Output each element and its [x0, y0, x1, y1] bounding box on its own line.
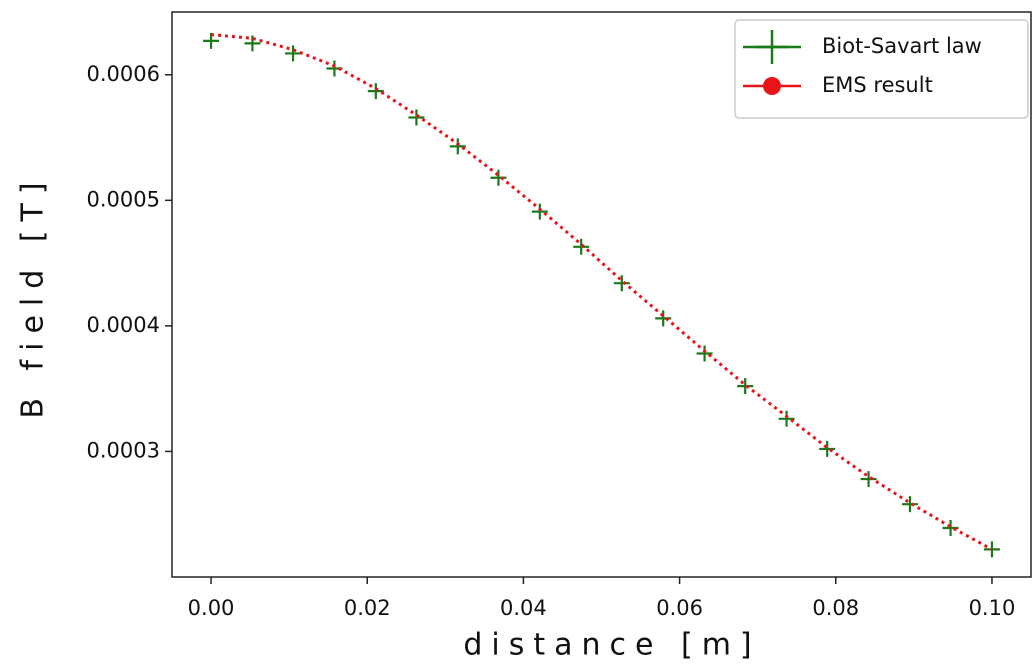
x-tick-label: 0.06: [656, 596, 703, 620]
x-tick-label: 0.02: [344, 596, 391, 620]
data-point: [367, 83, 384, 100]
data-point: [819, 440, 836, 457]
y-tick-label: 0.0006: [87, 62, 160, 86]
x-tick-label: 0.00: [188, 596, 235, 620]
data-point: [490, 169, 507, 186]
data-point: [901, 496, 918, 513]
plot-frame: [171, 11, 1032, 578]
data-point: [613, 275, 630, 292]
legend-label: EMS result: [822, 73, 933, 97]
x-tick-label: 0.04: [500, 596, 547, 620]
y-tick-label: 0.0004: [87, 313, 160, 337]
data-point: [285, 45, 302, 62]
legend-label: Biot-Savart law: [822, 34, 982, 58]
data-point: [449, 138, 466, 155]
data-point: [408, 109, 425, 126]
y-tick-label: 0.0003: [87, 438, 160, 462]
x-tick-label: 0.10: [969, 596, 1016, 620]
y-axis-label: B field [T]: [16, 173, 51, 418]
y-tick-label: 0.0005: [87, 187, 160, 211]
data-point: [244, 35, 261, 52]
data-point: [983, 541, 1000, 558]
x-axis-label: distance [m]: [463, 628, 760, 663]
legend-marker: [763, 77, 781, 95]
legend-marker: [755, 30, 789, 64]
data-point: [860, 471, 877, 488]
data-point: [573, 238, 590, 255]
data-point: [655, 310, 672, 327]
data-point: [531, 203, 548, 220]
data-point: [737, 378, 754, 395]
x-tick-label: 0.08: [812, 596, 859, 620]
data-point: [942, 520, 959, 537]
legend-box: [734, 19, 1029, 119]
